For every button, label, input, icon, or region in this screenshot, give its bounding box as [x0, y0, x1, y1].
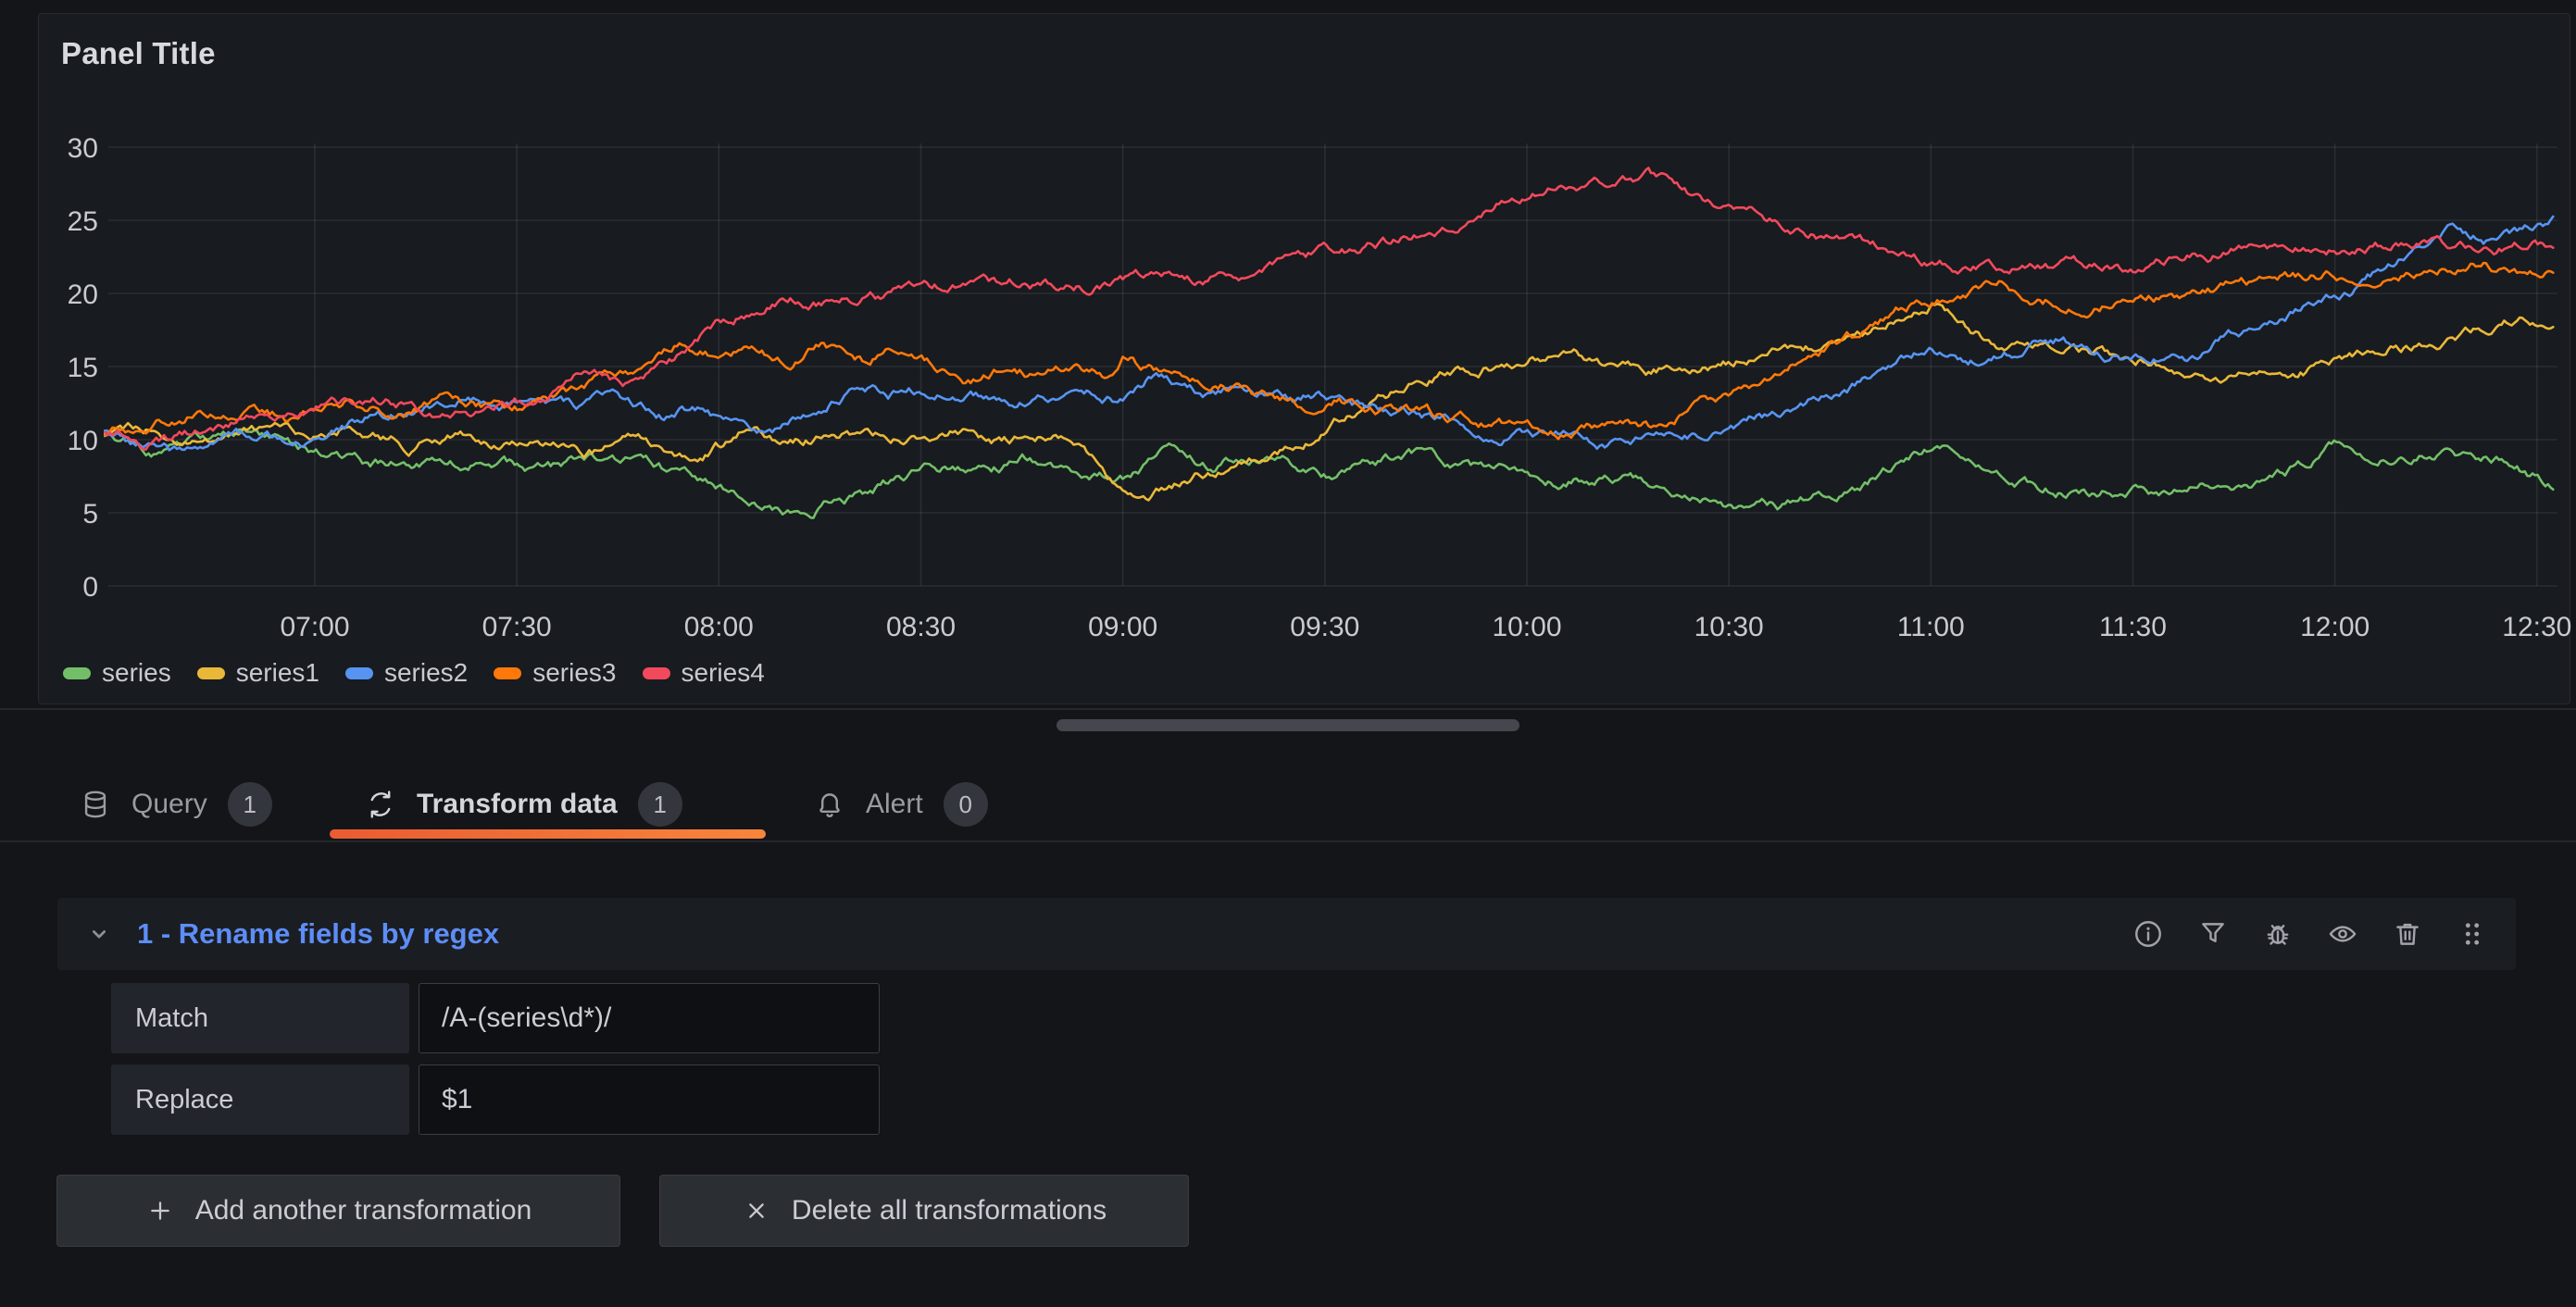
- eye-icon[interactable]: [2327, 918, 2358, 950]
- tabbar-divider: [0, 840, 2576, 842]
- query-count-badge: 1: [227, 782, 272, 827]
- legend-label: series3: [532, 658, 617, 687]
- match-label: Match: [111, 983, 409, 1053]
- match-input[interactable]: [419, 983, 880, 1053]
- transform-count-badge: 1: [637, 782, 682, 827]
- transformation-actions: [2132, 918, 2488, 950]
- legend-label: series: [102, 658, 171, 687]
- filter-icon[interactable]: [2197, 918, 2229, 950]
- svg-text:25: 25: [68, 206, 98, 237]
- svg-text:08:00: 08:00: [684, 612, 754, 642]
- legend-color-chip: [494, 666, 522, 679]
- legend-label: series1: [235, 658, 319, 687]
- svg-text:12:00: 12:00: [2300, 612, 2370, 642]
- chevron-down-icon[interactable]: [85, 920, 113, 948]
- tab-transform-data[interactable]: Transform data 1: [365, 774, 682, 835]
- legend-color-chip: [642, 666, 670, 679]
- close-icon: [742, 1196, 771, 1226]
- drag-handle-icon[interactable]: [2457, 918, 2488, 950]
- svg-text:07:30: 07:30: [482, 612, 552, 642]
- legend-item[interactable]: series1: [196, 658, 319, 688]
- database-icon: [80, 789, 111, 820]
- svg-text:09:30: 09:30: [1290, 612, 1359, 642]
- legend-color-chip: [196, 666, 225, 679]
- svg-text:0: 0: [82, 572, 98, 603]
- trash-icon[interactable]: [2392, 918, 2423, 950]
- svg-text:10:00: 10:00: [1492, 612, 1561, 642]
- tab-query[interactable]: Query 1: [80, 774, 272, 835]
- transform-icon: [365, 789, 396, 820]
- pane-splitter-handle[interactable]: [1057, 719, 1519, 731]
- legend-label: series4: [681, 658, 765, 687]
- svg-text:12:30: 12:30: [2502, 612, 2571, 642]
- replace-field-row: Replace: [111, 1064, 880, 1135]
- add-transformation-label: Add another transformation: [194, 1195, 532, 1226]
- delete-all-transformations-label: Delete all transformations: [791, 1195, 1107, 1226]
- svg-text:15: 15: [68, 353, 98, 383]
- alert-count-badge: 0: [943, 782, 988, 827]
- legend-color-chip: [344, 666, 373, 679]
- plus-icon: [145, 1196, 175, 1226]
- tab-label: Query: [131, 789, 207, 819]
- delete-all-transformations-button[interactable]: Delete all transformations: [659, 1175, 1189, 1247]
- legend-item[interactable]: series3: [494, 658, 617, 688]
- timeseries-chart[interactable]: 0 5 10 15 20 25 30 07:00 07:30 08:00 08:30 09:00 09:…: [39, 14, 2571, 705]
- svg-text:11:00: 11:00: [1897, 612, 1965, 642]
- chart-legend: series series1 series2 series3 series4: [63, 658, 765, 688]
- legend-item[interactable]: series2: [344, 658, 469, 688]
- svg-text:5: 5: [82, 499, 98, 529]
- legend-color-chip: [63, 666, 91, 679]
- data-pane-tabbar: Query 1 Transform data 1 Alert 0: [0, 768, 2576, 840]
- transformation-header[interactable]: 1 - Rename fields by regex: [57, 898, 2516, 970]
- svg-text:20: 20: [68, 280, 98, 310]
- svg-text:10:30: 10:30: [1694, 612, 1764, 642]
- transformation-title: 1 - Rename fields by regex: [137, 917, 500, 950]
- debug-icon[interactable]: [2262, 918, 2294, 950]
- replace-input[interactable]: [419, 1064, 880, 1135]
- legend-item[interactable]: series4: [642, 658, 765, 688]
- timeseries-panel: Panel Title 0 5 10 15 20 25 30 07:00 07:30 08:00 0…: [38, 13, 2571, 705]
- svg-text:10: 10: [68, 426, 98, 456]
- tab-alert[interactable]: Alert 0: [814, 774, 988, 835]
- svg-text:11:30: 11:30: [2099, 612, 2167, 642]
- active-tab-indicator: [330, 829, 766, 839]
- pane-divider: [0, 708, 2576, 710]
- svg-text:08:30: 08:30: [886, 612, 956, 642]
- svg-text:30: 30: [68, 133, 98, 164]
- info-icon[interactable]: [2132, 918, 2164, 950]
- add-transformation-button[interactable]: Add another transformation: [56, 1175, 620, 1247]
- bell-icon: [814, 789, 845, 820]
- panel-title[interactable]: Panel Title: [61, 36, 216, 70]
- svg-text:07:00: 07:00: [280, 612, 349, 642]
- match-field-row: Match: [111, 983, 880, 1053]
- legend-label: series2: [383, 658, 469, 687]
- legend-item[interactable]: series: [63, 658, 171, 688]
- tab-label: Alert: [866, 789, 923, 819]
- replace-label: Replace: [111, 1064, 409, 1135]
- tab-label: Transform data: [417, 789, 618, 819]
- svg-text:09:00: 09:00: [1088, 612, 1157, 642]
